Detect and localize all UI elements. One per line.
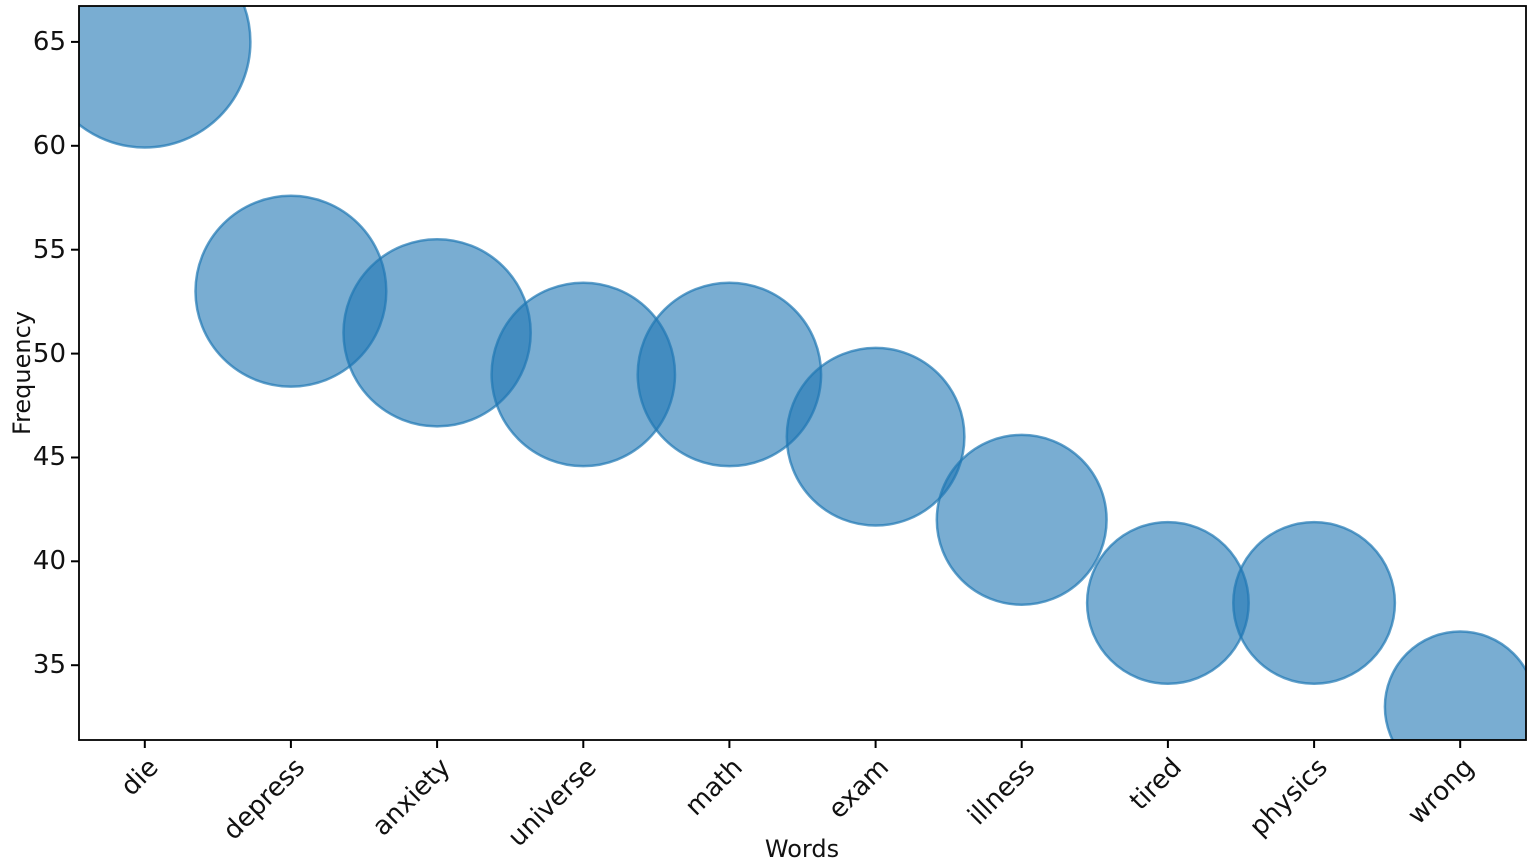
bubble-series xyxy=(79,6,1526,740)
y-axis-title: Frequency xyxy=(8,311,36,435)
y-tick-label-50: 50 xyxy=(32,338,66,369)
y-tick-label-40: 40 xyxy=(32,546,66,577)
bubble-tired xyxy=(1085,520,1250,685)
y-tick-label-45: 45 xyxy=(32,442,66,473)
bubble-die xyxy=(79,6,252,149)
y-tick-label-60: 60 xyxy=(32,130,66,161)
y-tick-label-65: 65 xyxy=(32,26,66,57)
x-axis-title: Words xyxy=(764,835,840,863)
bubble-exam xyxy=(785,346,966,527)
plot-border xyxy=(78,5,1527,741)
axis-ticks xyxy=(71,40,1462,748)
y-tick-label-35: 35 xyxy=(32,650,66,681)
bubble-wrong xyxy=(1383,630,1526,740)
y-tick-label-55: 55 xyxy=(32,234,66,265)
bubble-physics xyxy=(1232,520,1397,685)
bubble-illness xyxy=(935,433,1108,606)
